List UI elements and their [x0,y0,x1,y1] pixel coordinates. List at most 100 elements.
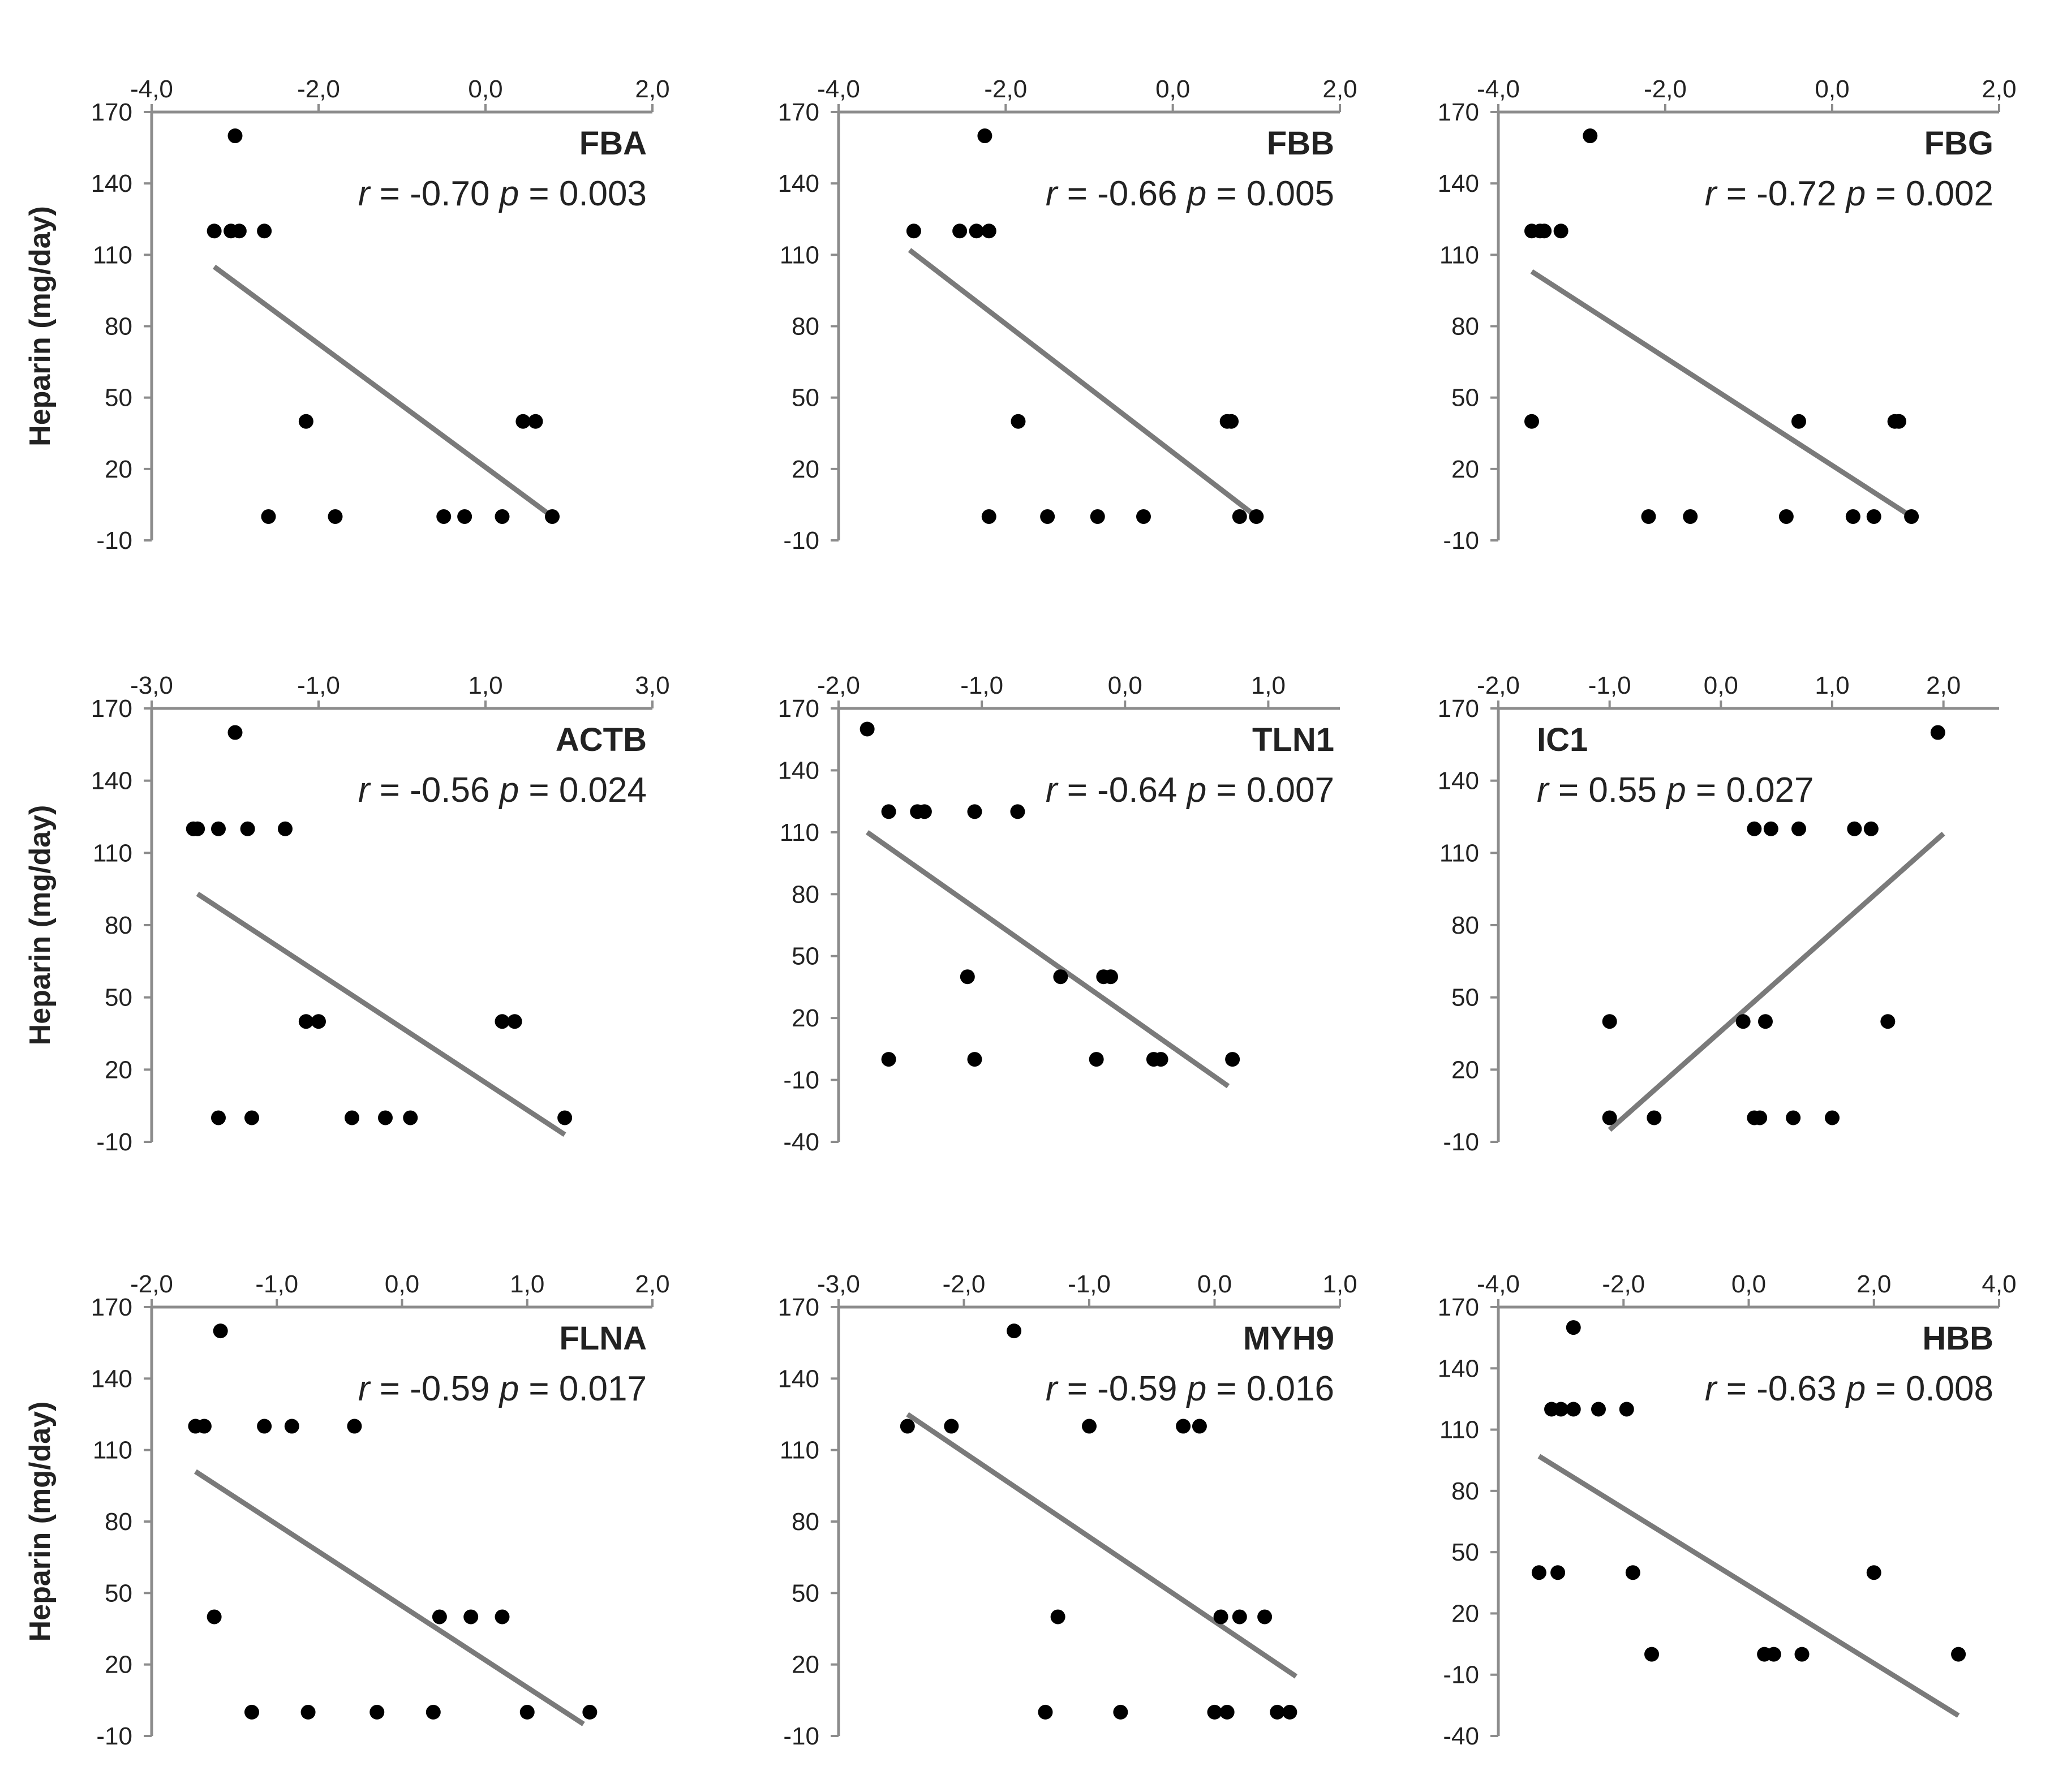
y-tick-label: 80 [792,313,819,341]
panel-fba: -4,0 -2,0 0,0 2,0 -10 20 50 80 110 140 170 Heparin … [24,75,670,555]
data-point [1213,1609,1228,1625]
stat-symbol: p [499,174,519,213]
y-tick-label: 20 [792,1004,819,1032]
correlation-stats: r = -0.59 p = 0.016 [1046,1369,1334,1408]
data-point [1224,414,1239,429]
data-point [967,1052,982,1067]
data-point [1683,509,1698,524]
y-tick-label: 140 [1438,170,1479,197]
gene-label: FBB [1267,125,1334,162]
stat-value: = 0.007 [1206,771,1334,810]
stat-symbol: p [1845,174,1866,213]
x-tick-label: 2,0 [635,75,669,103]
y-tick-label: 170 [778,695,819,723]
y-axis-title: Heparin (mg/day) [24,805,57,1046]
x-tick-label: 0,0 [468,75,502,103]
stat-symbol: r [1046,174,1059,213]
data-point [1089,1052,1104,1067]
stat-symbol: p [1186,174,1206,213]
stat-value: = 0.003 [519,174,647,213]
y-tick-label: -10 [783,1722,819,1750]
data-point [557,1110,573,1125]
correlation-stats: r = 0.55 p = 0.027 [1537,771,1814,810]
y-tick-label: 80 [105,912,132,939]
data-point [917,804,932,819]
stat-symbol: p [1665,771,1686,810]
data-point [1863,821,1879,836]
y-tick-label: 110 [1439,241,1479,269]
data-point [1619,1402,1634,1417]
data-point [1602,1014,1617,1029]
data-point [515,414,531,429]
data-point [1090,509,1105,524]
x-tick-label: -2,0 [130,1270,173,1298]
panel-hbb: -4,0 -2,0 0,0 2,0 4,0 -40 -10 20 50 80 110 140 170 HB… [1438,1270,2017,1750]
stat-symbol: p [1186,771,1206,810]
data-point [507,1014,522,1029]
y-tick-label: 20 [792,455,819,483]
data-point [1153,1052,1168,1067]
data-point [495,1609,510,1625]
y-tick-label: 170 [91,98,132,126]
data-point [1219,1704,1235,1720]
stat-value: = 0.017 [519,1369,647,1408]
stat-symbol: r [1705,174,1718,213]
stat-symbol: p [499,1369,519,1408]
data-point [952,224,968,239]
data-point [1778,509,1794,524]
x-tick-label: 2,0 [635,1270,669,1298]
data-point [495,509,510,524]
y-tick-label: 80 [792,1508,819,1536]
panel-fbg: -4,0 -2,0 0,0 2,0 -10 20 50 80 110 140 170 FBG r = -… [1438,75,2017,555]
y-tick-label: 50 [792,384,819,412]
panel-ic1: -2,0 -1,0 0,0 1,0 2,0 -10 20 50 80 110 140 170 IC1 r … [1438,672,1999,1156]
stat-value: = 0.55 [1549,771,1667,810]
x-tick-label: 2,0 [1322,75,1357,103]
x-tick-label: 0,0 [1815,75,1849,103]
y-tick-label: -10 [1443,527,1479,555]
x-tick-label: 0,0 [1704,672,1738,699]
data-point [1010,804,1025,819]
y-tick-label: 50 [792,943,819,970]
data-point [900,1419,915,1434]
data-point [227,128,243,144]
y-tick-label: 170 [778,98,819,126]
gene-label: ACTB [556,721,647,758]
x-tick-label: 3,0 [635,672,669,699]
data-point [977,128,992,144]
data-point [1644,1647,1660,1662]
data-point [369,1704,385,1720]
data-point [1591,1402,1606,1417]
y-tick-label: -10 [1443,1128,1479,1156]
data-point [1524,414,1539,429]
stat-value: = 0.027 [1686,771,1814,810]
y-tick-label: 20 [1451,455,1479,483]
trendline [212,264,554,519]
data-point [1176,1419,1191,1434]
correlation-stats: r = -0.66 p = 0.005 [1046,174,1334,213]
y-tick-label: 170 [91,1293,132,1321]
y-tick-label: -40 [783,1128,819,1156]
gene-label: FLNA [559,1320,647,1357]
correlation-stats: r = -0.63 p = 0.008 [1705,1369,1993,1408]
data-point [1847,821,1862,836]
y-tick-label: 80 [1451,313,1479,341]
data-point [1007,1323,1022,1339]
x-tick-label: -4,0 [817,75,860,103]
data-point [1232,509,1247,524]
data-point [1904,509,1919,524]
y-tick-label: -40 [1443,1722,1479,1750]
y-tick-label: 80 [792,880,819,908]
stat-value: = 0.024 [519,771,647,810]
x-tick-label: 0,0 [1731,1270,1766,1298]
y-tick-label: 80 [105,313,132,341]
y-tick-label: 170 [1438,1293,1479,1321]
data-point [1082,1419,1097,1434]
panel-fbb: -4,0 -2,0 0,0 2,0 -10 20 50 80 110 140 170 FBB r = -… [778,75,1357,555]
data-point [196,1419,212,1434]
x-tick-label: -1,0 [960,672,1003,699]
data-point [881,1052,896,1067]
x-tick-label: 1,0 [510,1270,544,1298]
y-tick-label: 20 [105,1056,132,1084]
data-point [1763,821,1778,836]
